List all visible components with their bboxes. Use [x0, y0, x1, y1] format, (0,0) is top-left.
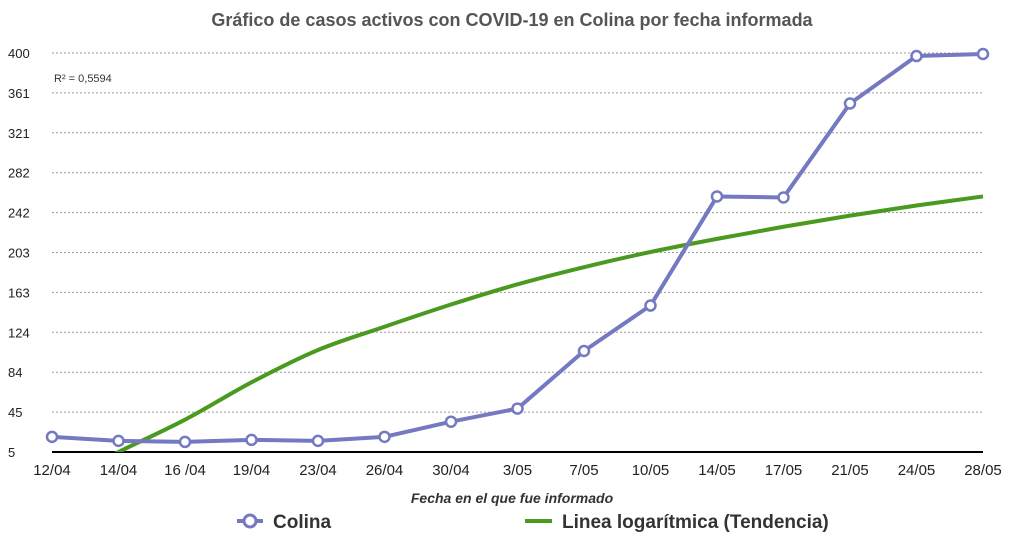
- y-tick-label: 321: [8, 126, 30, 141]
- series-line-trend: [113, 194, 984, 452]
- x-axis-ticks: 12/04 14/04 16 /04 19/04 23/04 26/04 30/04 3/05…: [33, 462, 1002, 479]
- x-tick-label: 17/05: [765, 462, 803, 479]
- chart-title: Gráfico de casos activos con COVID-19 en…: [211, 10, 813, 30]
- data-point-colina[interactable]: [378, 430, 391, 444]
- grid-lines: [52, 52, 983, 413]
- y-axis-ticks: 5 45 84 124 163 203 242 282 321 361 400: [8, 46, 30, 460]
- x-tick-label: 12/04: [33, 462, 71, 479]
- x-tick-label: 23/04: [299, 462, 337, 479]
- y-tick-label: 242: [8, 206, 30, 221]
- y-tick-label: 5: [8, 445, 15, 460]
- legend: Colina Linea logarítmica (Tendencia): [237, 512, 829, 533]
- y-tick-label: 45: [8, 405, 22, 420]
- x-tick-label: 16 /04: [164, 462, 206, 479]
- data-point-colina[interactable]: [777, 191, 790, 204]
- x-tick-label: 26/04: [366, 462, 404, 479]
- data-point-colina[interactable]: [644, 299, 657, 312]
- data-point-colina[interactable]: [112, 434, 125, 448]
- x-tick-label: 21/05: [831, 462, 869, 479]
- x-tick-label: 3/05: [503, 462, 532, 479]
- x-tick-label: 14/05: [698, 462, 736, 479]
- data-point-colina[interactable]: [910, 49, 923, 63]
- x-tick-label: 14/04: [100, 462, 138, 479]
- r-squared-annotation: R² = 0,5594: [54, 73, 112, 85]
- data-point-colina[interactable]: [843, 97, 857, 110]
- y-tick-label: 163: [8, 285, 30, 300]
- x-tick-label: 24/05: [898, 462, 936, 479]
- x-tick-label: 10/05: [632, 462, 670, 479]
- x-tick-label: 19/04: [233, 462, 271, 479]
- data-point-colina[interactable]: [577, 344, 591, 358]
- data-point-colina[interactable]: [444, 415, 458, 428]
- legend-label-colina: Colina: [273, 512, 331, 533]
- series-layer: [45, 47, 990, 452]
- legend-item-colina[interactable]: Colina: [237, 512, 331, 533]
- data-point-colina[interactable]: [45, 430, 59, 444]
- legend-label-trend: Linea logarítmica (Tendencia): [562, 512, 829, 533]
- data-point-colina[interactable]: [245, 433, 258, 447]
- data-point-colina[interactable]: [976, 47, 990, 61]
- y-tick-label: 400: [8, 46, 30, 61]
- y-tick-label: 361: [8, 86, 30, 101]
- x-tick-label: 28/05: [964, 462, 1002, 479]
- y-tick-label: 203: [8, 246, 30, 261]
- x-axis-label: Fecha en el que fue informado: [411, 490, 614, 506]
- y-tick-label: 282: [8, 166, 30, 181]
- y-tick-label: 84: [8, 365, 22, 380]
- x-tick-label: 7/05: [569, 462, 598, 479]
- data-point-colina[interactable]: [311, 434, 325, 448]
- legend-marker-colina: [242, 513, 258, 529]
- y-tick-label: 124: [8, 325, 30, 340]
- series-line-colina: [51, 52, 984, 444]
- data-point-colina[interactable]: [178, 435, 192, 449]
- legend-item-trend[interactable]: Linea logarítmica (Tendencia): [525, 512, 829, 533]
- data-point-colina[interactable]: [710, 190, 724, 203]
- x-tick-label: 30/04: [432, 462, 470, 479]
- data-point-colina[interactable]: [511, 402, 524, 415]
